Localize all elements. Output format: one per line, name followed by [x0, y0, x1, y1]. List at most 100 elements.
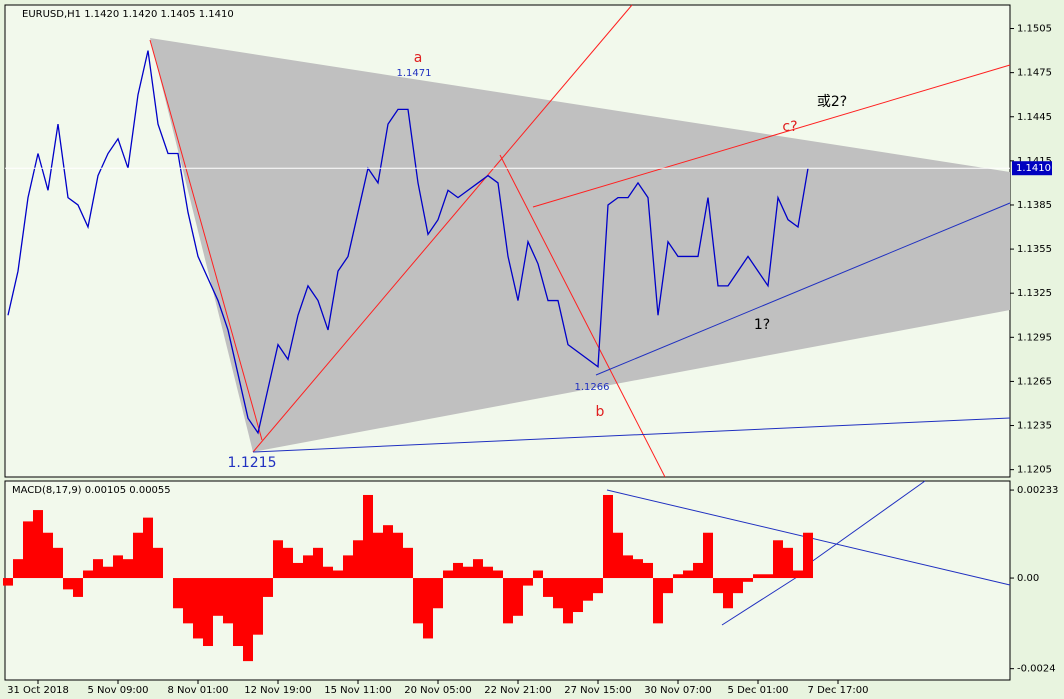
- macd-bar: [443, 570, 453, 579]
- macd-bar: [623, 555, 633, 579]
- macd-bar: [3, 578, 13, 586]
- macd-bar: [243, 578, 253, 662]
- macd-bar: [723, 578, 733, 609]
- macd-bar: [363, 494, 373, 579]
- macd-bar: [703, 532, 713, 579]
- macd-bar: [143, 517, 153, 579]
- macd-bar: [223, 578, 233, 624]
- x-tick-label: 5 Dec 01:00: [728, 685, 789, 696]
- macd-bar: [103, 566, 113, 579]
- x-tick-label: 12 Nov 19:00: [244, 685, 311, 696]
- macd-bar: [693, 562, 703, 579]
- macd-bar: [523, 578, 533, 586]
- macd-bar: [193, 578, 203, 639]
- macd-bar: [23, 521, 33, 579]
- blue-trendlines: [252, 202, 1011, 626]
- x-tick-label: 7 Dec 17:00: [808, 685, 869, 696]
- annotation: 或2?: [817, 94, 847, 110]
- macd-bar: [543, 578, 553, 597]
- x-tick-label: 27 Nov 15:00: [564, 685, 631, 696]
- y-tick-label: 1.1505: [1017, 24, 1052, 35]
- macd-bar: [93, 559, 103, 579]
- macd-bar: [573, 578, 583, 613]
- annotation: 1?: [754, 317, 770, 333]
- macd-bar: [173, 578, 183, 609]
- x-tick-label: 20 Nov 05:00: [404, 685, 471, 696]
- macd-bar: [183, 578, 193, 624]
- macd-bar: [283, 547, 293, 579]
- annotation: b: [596, 404, 605, 420]
- chart-title: EURUSD,H1 1.1420 1.1420 1.1405 1.1410: [22, 9, 234, 20]
- macd-bar: [423, 578, 433, 639]
- red-trendlines: [149, 4, 1011, 478]
- macd-bar: [73, 578, 83, 597]
- annotation: 1.1471: [397, 68, 432, 79]
- macd-bar: [353, 540, 363, 579]
- y-tick-label: 1.1475: [1017, 68, 1052, 79]
- macd-bar: [773, 540, 783, 579]
- y-tick-label: 1.1205: [1017, 465, 1052, 476]
- macd-bar: [133, 532, 143, 579]
- macd-bar: [463, 566, 473, 579]
- macd-bar: [323, 566, 333, 579]
- macd-bar: [43, 532, 53, 579]
- macd-bar: [473, 559, 483, 579]
- macd-bar: [763, 574, 773, 579]
- macd-title: MACD(8,17,9) 0.00105 0.00055: [12, 485, 171, 496]
- macd-bar: [383, 525, 393, 579]
- macd-bar: [593, 578, 603, 594]
- macd-bar: [653, 578, 663, 624]
- x-tick-label: 8 Nov 01:00: [167, 685, 228, 696]
- y-tick-label: 1.1295: [1017, 332, 1052, 343]
- macd-bar: [493, 570, 503, 579]
- y-tick-label: 1.1355: [1017, 244, 1052, 255]
- y-tick-label: 1.1265: [1017, 376, 1052, 387]
- trendline: [499, 154, 666, 478]
- macd-bar: [113, 555, 123, 579]
- macd-bar: [263, 578, 273, 597]
- macd-bar: [153, 547, 163, 579]
- macd-bar: [293, 562, 303, 579]
- macd-bar: [683, 570, 693, 579]
- trendline: [806, 480, 926, 566]
- trendline: [532, 64, 1011, 208]
- macd-bar: [413, 578, 423, 624]
- macd-bar: [313, 547, 323, 579]
- y-tick-label: 0.00: [1017, 573, 1039, 584]
- macd-bar: [633, 559, 643, 579]
- x-tick-label: 5 Nov 09:00: [87, 685, 148, 696]
- y-tick-label: 0.00233: [1017, 485, 1058, 496]
- macd-bar: [613, 532, 623, 579]
- macd-bar: [373, 532, 383, 579]
- current-price-label: 1.1410: [1016, 163, 1051, 174]
- macd-bar: [433, 578, 443, 609]
- y-tick-label: 1.1325: [1017, 288, 1052, 299]
- macd-bar: [203, 578, 213, 647]
- current-price-box: [1012, 161, 1052, 176]
- macd-bar: [53, 547, 63, 579]
- macd-bar: [393, 532, 403, 579]
- macd-bar: [603, 494, 613, 579]
- trendline: [721, 569, 809, 626]
- macd-bar: [253, 578, 263, 635]
- trendline: [595, 202, 1011, 376]
- macd-bar: [403, 547, 413, 579]
- macd-bar: [213, 578, 223, 616]
- annotation: 1.1266: [575, 382, 610, 393]
- macd-bar: [643, 562, 653, 579]
- trendline: [149, 39, 263, 441]
- macd-bar: [553, 578, 563, 609]
- trendline: [252, 4, 633, 453]
- x-tick-label: 22 Nov 21:00: [484, 685, 551, 696]
- macd-bar: [673, 574, 683, 579]
- macd-bar: [13, 559, 23, 579]
- trendline: [252, 417, 1011, 453]
- y-tick-label: 1.1385: [1017, 200, 1052, 211]
- x-tick-label: 30 Nov 07:00: [644, 685, 711, 696]
- macd-bar: [83, 570, 93, 579]
- annotation: c?: [782, 119, 797, 135]
- macd-bar: [753, 574, 763, 579]
- x-tick-label: 31 Oct 2018: [7, 685, 69, 696]
- macd-bar: [803, 532, 813, 579]
